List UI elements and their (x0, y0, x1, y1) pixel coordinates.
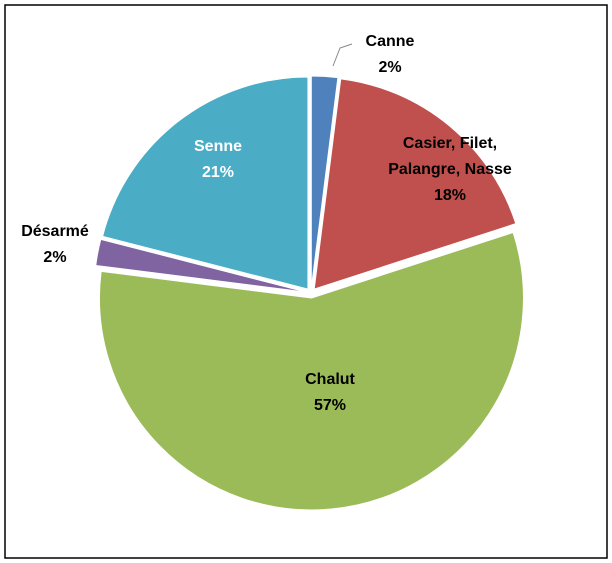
value-label: 21% (201, 164, 235, 181)
category-label: Casier, Filet, Palangre, Nasse (388, 135, 512, 178)
pie-slice (95, 238, 307, 293)
pie-slice (313, 78, 517, 290)
category-label: Senne (193, 138, 243, 155)
value-label: 18% (433, 187, 467, 204)
slice-label: Senne 21% (194, 134, 242, 186)
slice-label: Casier, Filet, Palangre, Nasse 18% (365, 131, 535, 209)
category-label: Chalut (305, 371, 355, 388)
slice-label: Désarmé 2% (21, 219, 89, 271)
category-label: Canne (365, 33, 415, 50)
value-label: 57% (313, 397, 347, 414)
leader-line (332, 43, 353, 67)
pie-slice (310, 75, 339, 289)
value-label: 2% (378, 59, 402, 76)
value-label: 2% (43, 249, 67, 266)
category-label: Désarmé (21, 223, 89, 240)
pie-slice (98, 231, 524, 511)
slice-label: Canne 2% (366, 29, 415, 81)
pie-slice (101, 76, 309, 290)
slice-label: Chalut 57% (305, 367, 355, 419)
